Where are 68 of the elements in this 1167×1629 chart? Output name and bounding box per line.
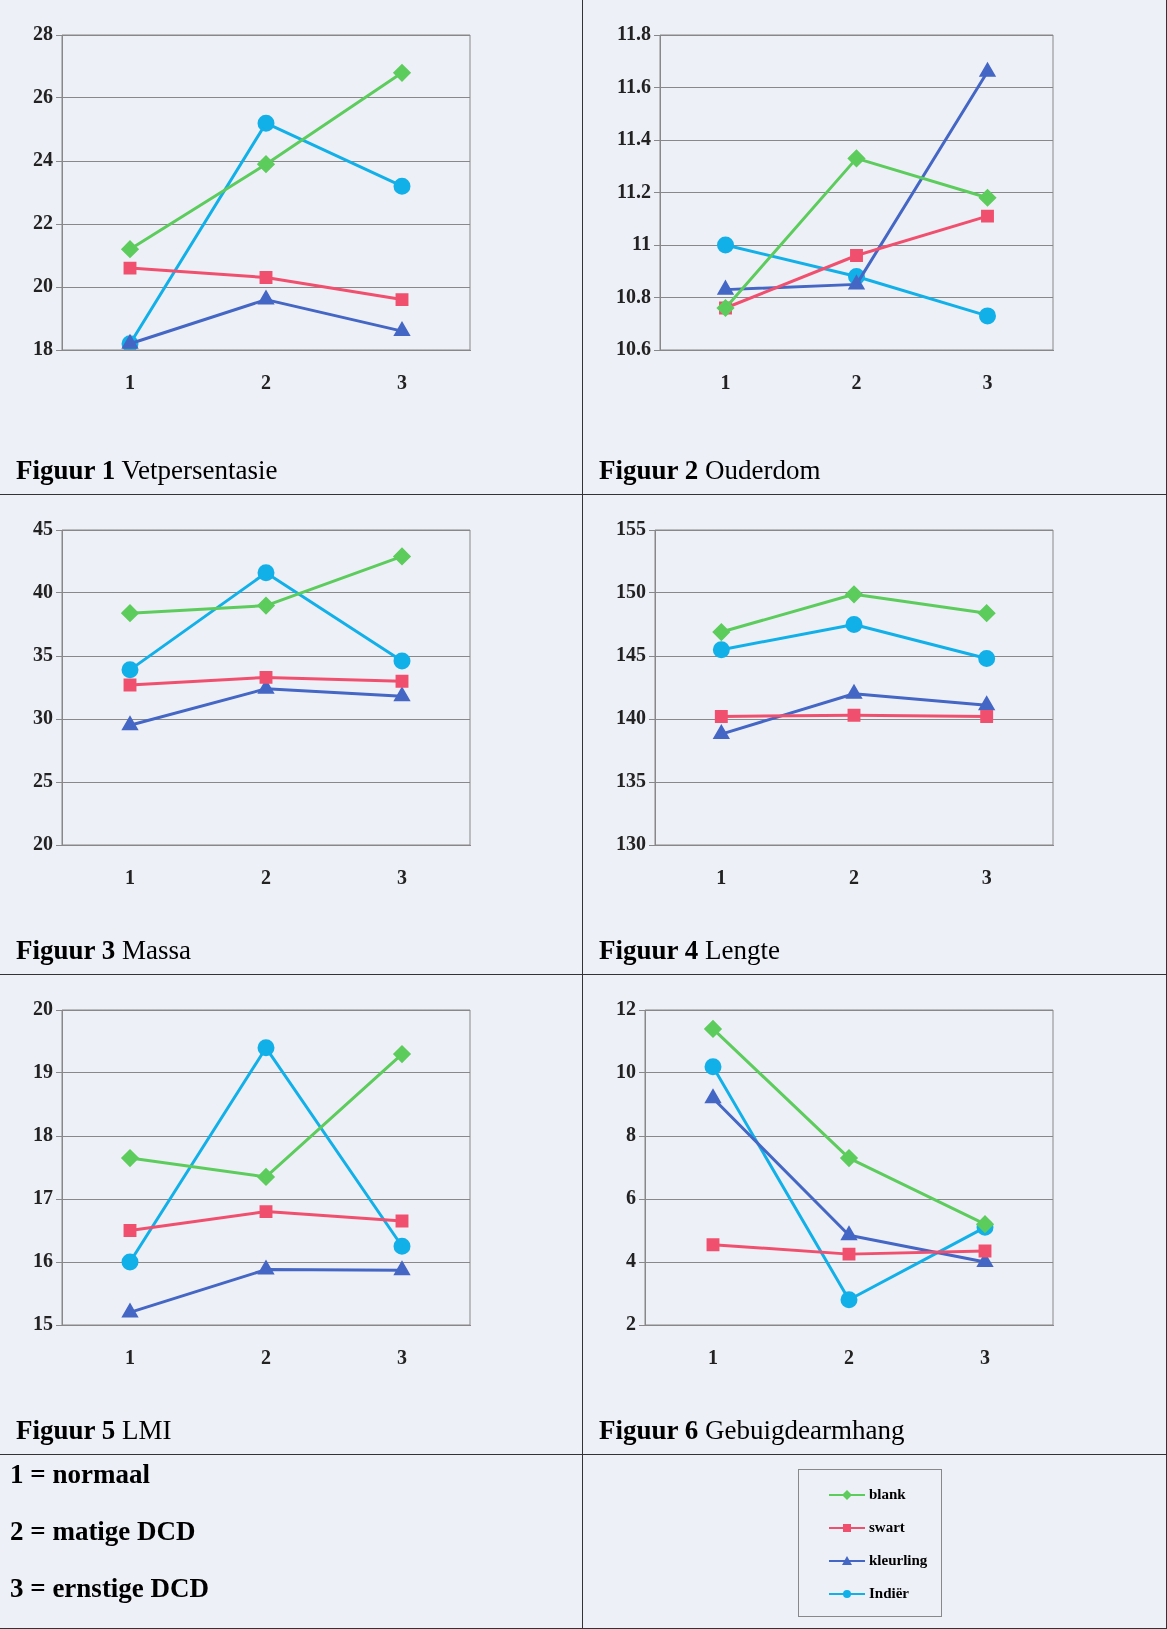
text: 1 = normaal: [10, 1459, 151, 1490]
y-tick-label: 8: [626, 1123, 636, 1146]
x-tick-label: 3: [982, 371, 993, 394]
legend-label: Indiër: [869, 1585, 910, 1602]
y-tick-label: 11.2: [617, 179, 651, 202]
y-tick-label: 12: [616, 997, 636, 1020]
text: 2 = matige DCD: [10, 1516, 197, 1547]
x-tick-label: 1: [125, 866, 135, 889]
legend-label: kleurling: [869, 1552, 928, 1569]
text: Figuur 5 LMI: [16, 1415, 172, 1446]
x-tick-label: 2: [261, 1346, 271, 1369]
y-tick-label: 11: [632, 232, 651, 255]
y-tick-label: 10: [616, 1060, 636, 1083]
y-tick-label: 24: [33, 148, 53, 171]
text: Figuur 6 Gebuigdearmhang: [599, 1415, 905, 1446]
y-tick-label: 18: [33, 337, 53, 360]
x-tick-label: 1: [716, 866, 727, 889]
x-tick-label: 1: [720, 371, 731, 394]
y-tick-label: 25: [33, 769, 53, 792]
y-tick-label: 16: [33, 1249, 53, 1272]
y-tick-label: 26: [33, 85, 53, 108]
text: Figuur 1 Vetpersentasie: [16, 455, 278, 486]
y-tick-label: 20: [33, 832, 53, 855]
x-tick-label: 1: [125, 371, 135, 394]
x-tick-label: 1: [125, 1346, 135, 1369]
y-tick-label: 17: [33, 1186, 53, 1209]
y-tick-label: 11.6: [617, 74, 651, 97]
y-tick-label: 145: [616, 643, 646, 666]
y-tick-label: 150: [616, 580, 646, 603]
y-tick-label: 30: [33, 706, 53, 729]
y-tick-label: 10.8: [616, 284, 651, 307]
x-tick-label: 3: [981, 866, 992, 889]
y-tick-label: 20: [33, 274, 53, 297]
x-tick-label: 2: [261, 371, 271, 394]
x-tick-label: 2: [844, 1346, 854, 1369]
text: Figuur 3 Massa: [16, 935, 192, 966]
x-tick-label: 1: [708, 1346, 718, 1369]
y-tick-label: 35: [33, 643, 53, 666]
y-tick-label: 22: [33, 211, 53, 234]
y-tick-label: 130: [616, 832, 646, 855]
y-tick-label: 4: [626, 1249, 636, 1272]
legend-label: swart: [869, 1519, 905, 1536]
x-tick-label: 3: [397, 866, 407, 889]
y-tick-label: 11.8: [617, 22, 651, 45]
y-tick-label: 11.4: [617, 127, 651, 150]
text: Figuur 2 Ouderdom: [599, 455, 821, 486]
text: 3 = ernstige DCD: [10, 1573, 211, 1604]
x-tick-label: 3: [397, 1346, 407, 1369]
x-tick-label: 2: [849, 866, 859, 889]
y-tick-label: 2: [626, 1312, 636, 1335]
text: Figuur 4 Lengte: [599, 935, 780, 966]
x-tick-label: 2: [851, 371, 862, 394]
y-tick-label: 19: [33, 1060, 53, 1083]
y-tick-label: 155: [616, 517, 646, 540]
y-tick-label: 45: [33, 517, 53, 540]
y-tick-label: 6: [626, 1186, 636, 1209]
y-tick-label: 18: [33, 1123, 53, 1146]
x-tick-label: 2: [261, 866, 271, 889]
y-tick-label: 10.6: [616, 337, 651, 360]
y-tick-label: 28: [33, 22, 53, 45]
y-tick-label: 40: [33, 580, 53, 603]
y-tick-label: 20: [33, 997, 53, 1020]
x-tick-label: 3: [397, 371, 407, 394]
x-tick-label: 3: [980, 1346, 990, 1369]
y-tick-label: 135: [616, 769, 646, 792]
legend-label: blank: [869, 1486, 906, 1503]
y-tick-label: 15: [33, 1312, 53, 1335]
y-tick-label: 140: [616, 706, 646, 729]
